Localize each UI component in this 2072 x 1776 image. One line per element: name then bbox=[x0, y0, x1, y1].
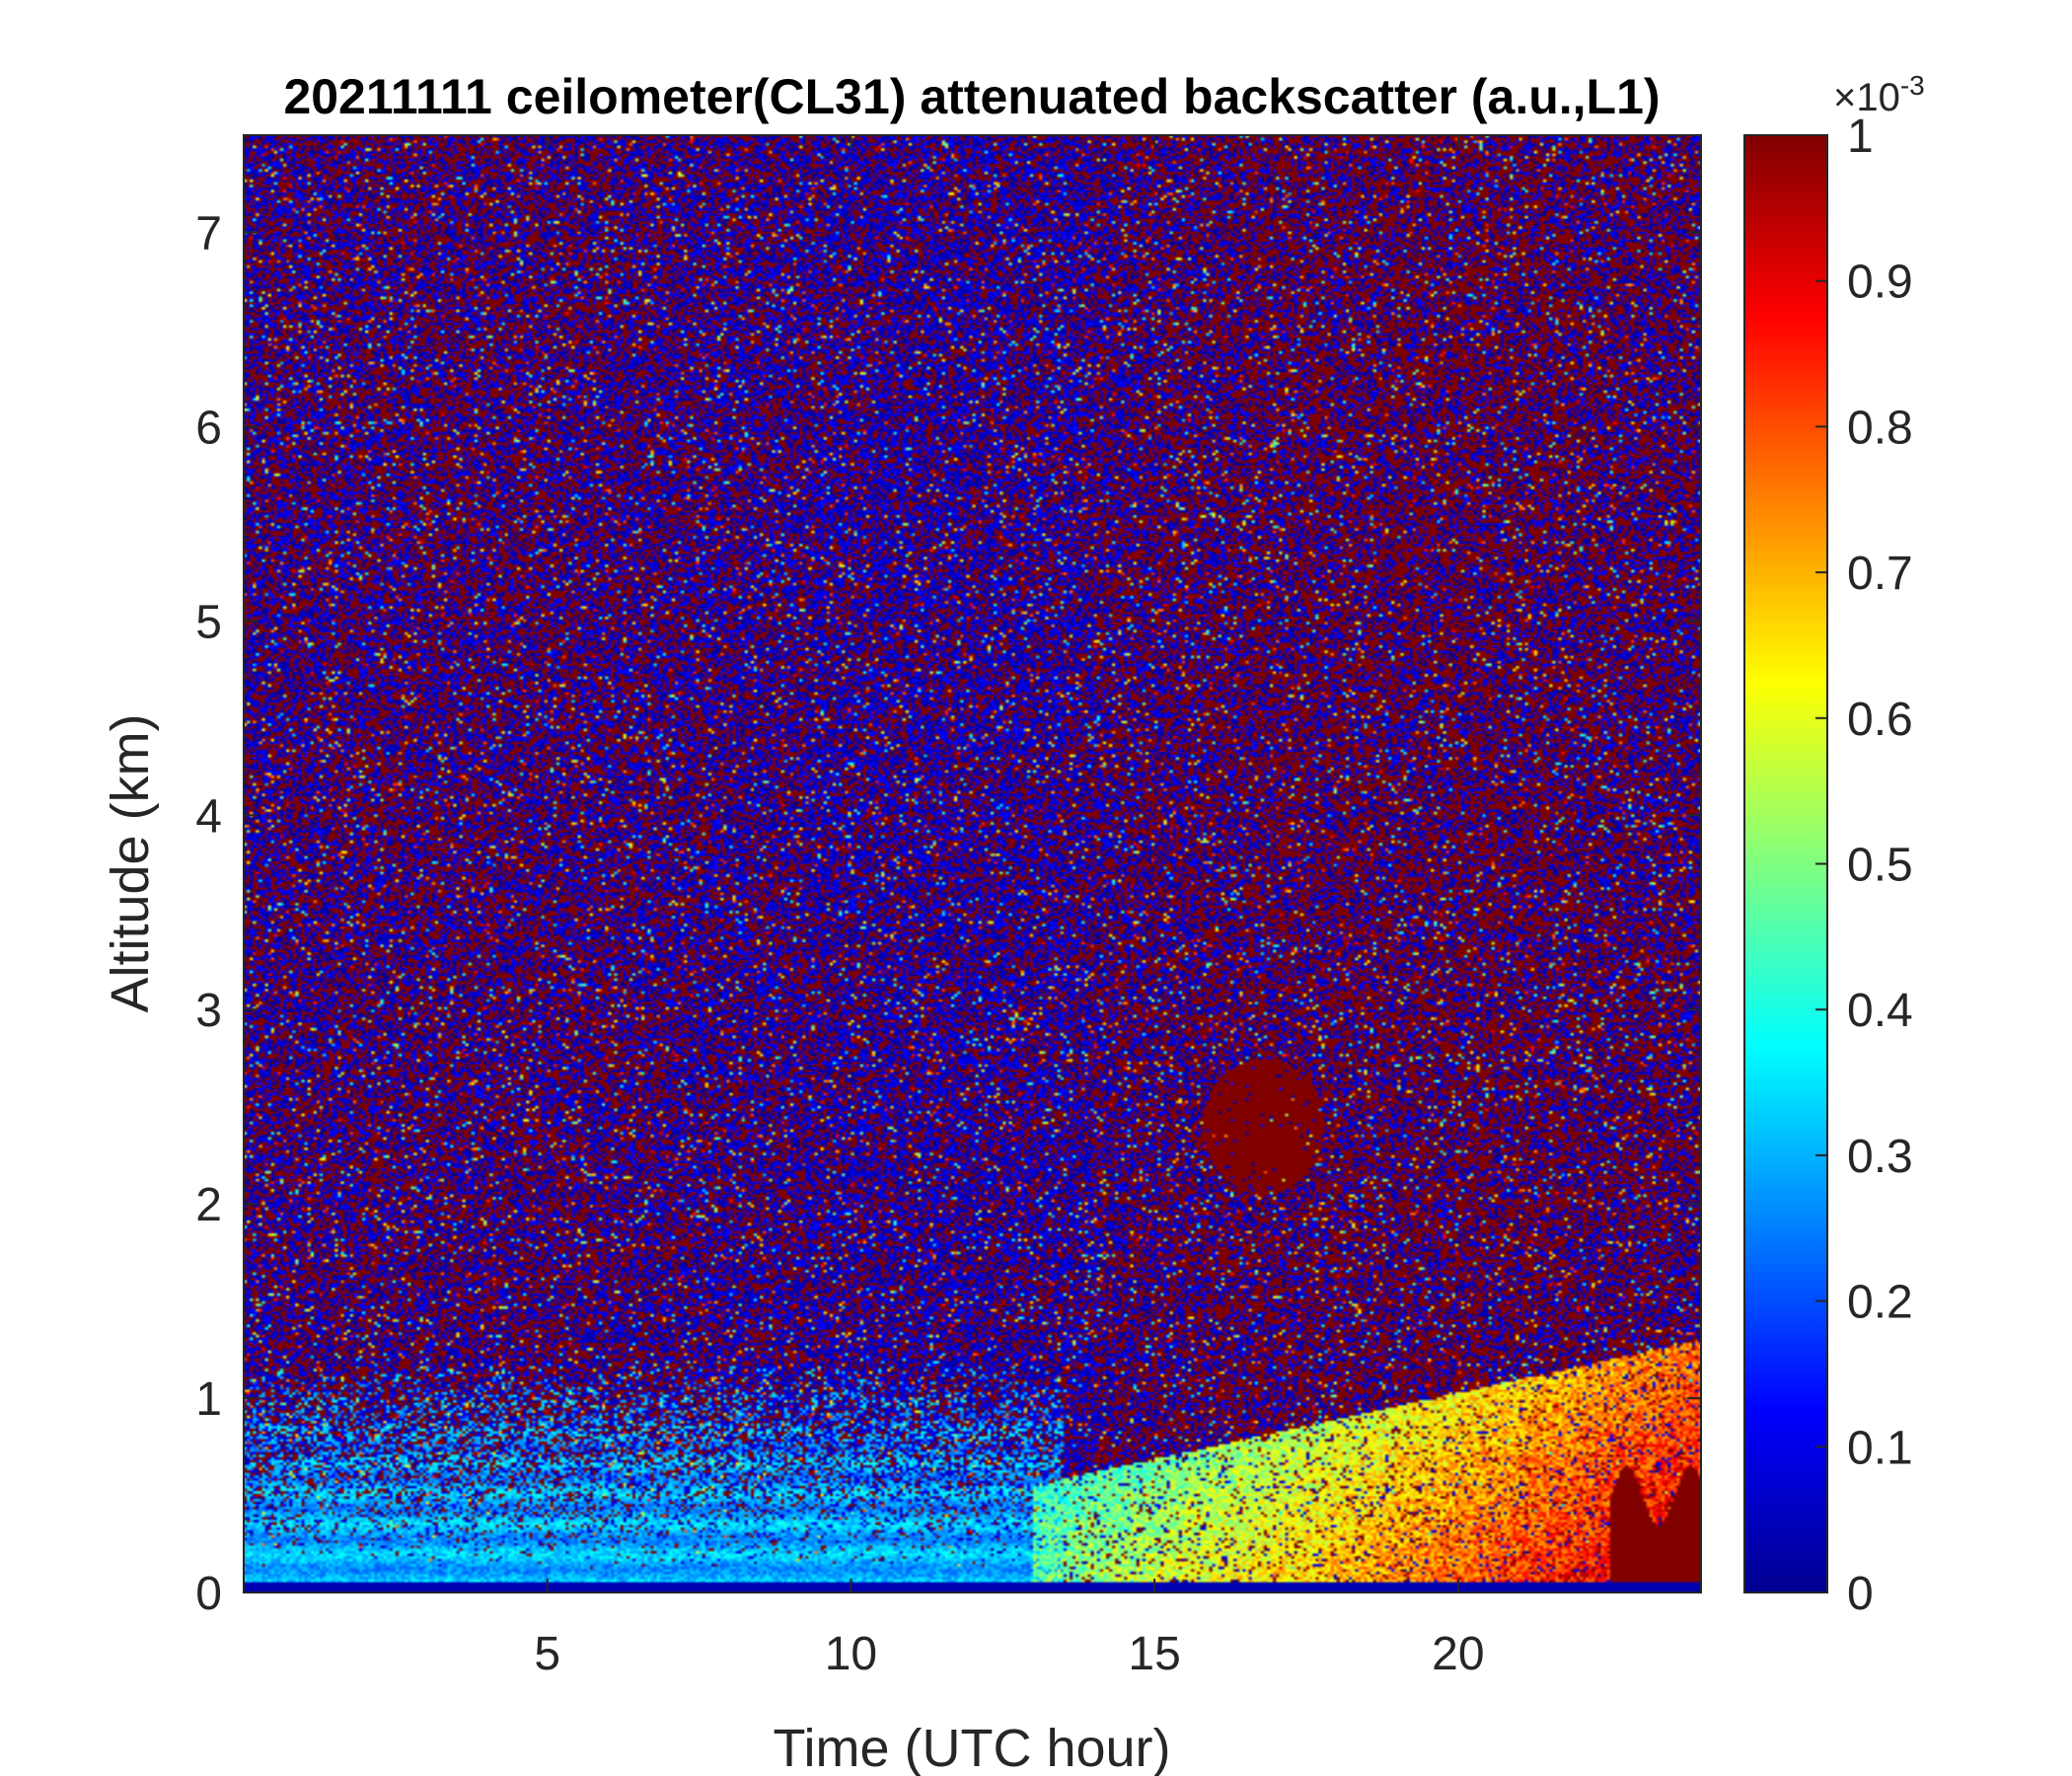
colorbar-exponent-base: 10 bbox=[1856, 76, 1900, 119]
colorbar-tick-label: 0.8 bbox=[1847, 402, 1913, 454]
x-tick-label: 15 bbox=[1128, 1628, 1180, 1680]
colorbar-exponent: ×10-3 bbox=[1833, 70, 1925, 119]
x-tick-label: 10 bbox=[825, 1628, 877, 1680]
colorbar-exponent-power: -3 bbox=[1900, 70, 1925, 101]
x-axis-label: Time (UTC hour) bbox=[773, 1719, 1170, 1776]
y-tick-label: 3 bbox=[195, 985, 222, 1037]
y-axis: 0 1 2 3 4 5 6 7 bbox=[195, 207, 1701, 1620]
colorbar-tick-label: 0 bbox=[1847, 1568, 1874, 1620]
x-tick-label: 5 bbox=[534, 1628, 560, 1680]
y-tick-label: 7 bbox=[195, 207, 222, 259]
colorbar-tick-label: 0.6 bbox=[1847, 694, 1913, 746]
y-tick-label: 2 bbox=[195, 1179, 222, 1231]
y-tick-label: 6 bbox=[195, 402, 222, 454]
colorbar-gradient bbox=[1743, 134, 1828, 1593]
colorbar-ticks: 0 0.1 0.2 0.3 0.4 0.5 0.6 0.7 0.8 0.9 1 bbox=[1815, 111, 1913, 1620]
plot-area bbox=[243, 134, 1702, 1593]
colorbar-tick-label: 0.4 bbox=[1847, 985, 1913, 1037]
x-tick-label: 20 bbox=[1432, 1628, 1484, 1680]
colorbar: 0 0.1 0.2 0.3 0.4 0.5 0.6 0.7 0.8 0.9 1 ×10-3 bbox=[1743, 70, 1925, 1620]
heatmap-image bbox=[244, 135, 1701, 1592]
x-axis: 5 10 15 20 bbox=[534, 135, 1485, 1680]
y-axis-label: Altitude (km) bbox=[101, 713, 160, 1012]
colorbar-tick-label: 0.5 bbox=[1847, 840, 1913, 892]
colorbar-tick-label: 0.1 bbox=[1847, 1422, 1913, 1474]
colorbar-tick-label: 0.9 bbox=[1847, 257, 1913, 309]
chart-title: 20211111 ceilometer(CL31) attenuated bac… bbox=[283, 69, 1660, 124]
plot-frame bbox=[243, 134, 1702, 1593]
y-tick-label: 5 bbox=[195, 596, 222, 648]
colorbar-tick-label: 1 bbox=[1847, 111, 1874, 163]
colorbar-tick-label: 0.2 bbox=[1847, 1277, 1913, 1329]
y-tick-label: 4 bbox=[195, 790, 222, 843]
colorbar-tick-label: 0.7 bbox=[1847, 548, 1913, 600]
y-tick-label: 0 bbox=[195, 1568, 222, 1620]
y-tick-label: 1 bbox=[195, 1373, 222, 1426]
colorbar-multiplier-sign: × bbox=[1833, 76, 1856, 119]
colorbar-tick-label: 0.3 bbox=[1847, 1131, 1913, 1183]
